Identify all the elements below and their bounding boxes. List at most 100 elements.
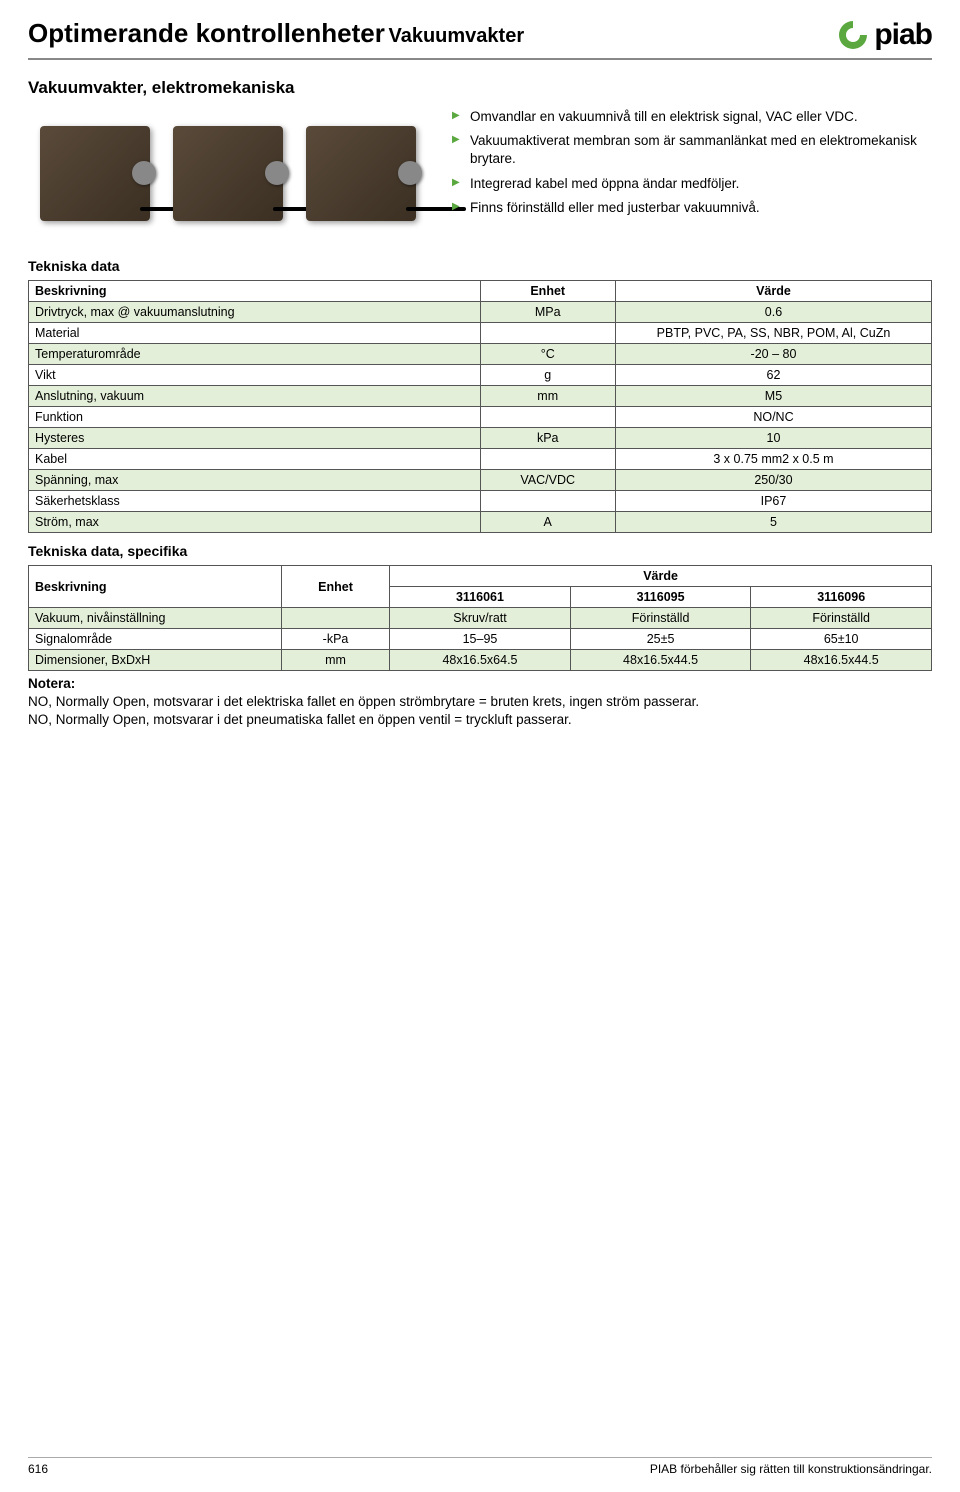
cell-value: PBTP, PVC, PA, SS, NBR, POM, Al, CuZn bbox=[615, 323, 931, 344]
logo-text: piab bbox=[874, 18, 932, 52]
cell-value: 0.6 bbox=[615, 302, 931, 323]
cell-value: 48x16.5x44.5 bbox=[751, 650, 932, 671]
cell-desc: Säkerhetsklass bbox=[29, 491, 481, 512]
col-desc: Beskrivning bbox=[29, 281, 481, 302]
feature-list: Omvandlar en vakuumnivå till en elektris… bbox=[452, 108, 932, 238]
intro-row: Omvandlar en vakuumnivå till en elektris… bbox=[28, 108, 932, 238]
footer-text: PIAB förbehåller sig rätten till konstru… bbox=[650, 1462, 932, 1476]
cell-value: 5 bbox=[615, 512, 931, 533]
cell-value: 65±10 bbox=[751, 629, 932, 650]
page-number: 616 bbox=[28, 1462, 48, 1476]
table-row: HystereskPa10 bbox=[29, 428, 932, 449]
cell-value: 3 x 0.75 mm2 x 0.5 m bbox=[615, 449, 931, 470]
cell-desc: Spänning, max bbox=[29, 470, 481, 491]
cell-unit: -kPa bbox=[281, 629, 389, 650]
cell-value: 250/30 bbox=[615, 470, 931, 491]
note-line: NO, Normally Open, motsvarar i det pneum… bbox=[28, 711, 932, 729]
cell-unit: mm bbox=[480, 386, 615, 407]
cell-unit: kPa bbox=[480, 428, 615, 449]
cell-value: 10 bbox=[615, 428, 931, 449]
cell-value: 48x16.5x64.5 bbox=[390, 650, 571, 671]
col-value: Värde bbox=[615, 281, 931, 302]
cell-unit: A bbox=[480, 512, 615, 533]
feature-item: Vakuumaktiverat membran som är sammanlän… bbox=[452, 132, 932, 168]
product-image bbox=[28, 108, 428, 238]
notes-heading: Notera: bbox=[28, 675, 932, 693]
table-row: Material PBTP, PVC, PA, SS, NBR, POM, Al,… bbox=[29, 323, 932, 344]
cell-desc: Ström, max bbox=[29, 512, 481, 533]
feature-item: Integrerad kabel med öppna ändar medfölj… bbox=[452, 175, 932, 193]
cell-value: 62 bbox=[615, 365, 931, 386]
cell-desc: Funktion bbox=[29, 407, 481, 428]
cell-value: 15–95 bbox=[390, 629, 571, 650]
cell-unit: MPa bbox=[480, 302, 615, 323]
title-main: Optimerande kontrollenheter bbox=[28, 18, 385, 48]
note-line: NO, Normally Open, motsvarar i det elekt… bbox=[28, 693, 932, 711]
cell-value: NO/NC bbox=[615, 407, 931, 428]
table-row: Funktion NO/NC bbox=[29, 407, 932, 428]
cell-unit bbox=[480, 449, 615, 470]
table-row: Anslutning, vakuummmM5 bbox=[29, 386, 932, 407]
table-row: Säkerhetsklass IP67 bbox=[29, 491, 932, 512]
logo-swoosh-icon bbox=[836, 18, 870, 52]
cell-desc: Material bbox=[29, 323, 481, 344]
table-row: Viktg62 bbox=[29, 365, 932, 386]
tech-spec-table: Beskrivning Enhet Värde 3116061311609531… bbox=[28, 565, 932, 671]
cell-unit: °C bbox=[480, 344, 615, 365]
cell-unit bbox=[480, 323, 615, 344]
cell-desc: Anslutning, vakuum bbox=[29, 386, 481, 407]
page-title: Optimerande kontrollenheter Vakuumvakter bbox=[28, 18, 524, 49]
cell-value: IP67 bbox=[615, 491, 931, 512]
table-row: Vakuum, nivåinställningSkruv/rattFörinst… bbox=[29, 608, 932, 629]
device-illustration bbox=[173, 126, 283, 221]
tech-data-table: Beskrivning Enhet Värde Drivtryck, max @… bbox=[28, 280, 932, 533]
cell-desc: Signalområde bbox=[29, 629, 282, 650]
table-row: Dimensioner, BxDxHmm48x16.5x64.548x16.5x… bbox=[29, 650, 932, 671]
page-header: Optimerande kontrollenheter Vakuumvakter… bbox=[28, 18, 932, 60]
device-illustration bbox=[306, 126, 416, 221]
brand-logo: piab bbox=[836, 18, 932, 52]
table-row: Kabel 3 x 0.75 mm2 x 0.5 m bbox=[29, 449, 932, 470]
col-value: Värde bbox=[390, 566, 932, 587]
col-desc: Beskrivning bbox=[29, 566, 282, 608]
cell-value: Skruv/ratt bbox=[390, 608, 571, 629]
cell-value: M5 bbox=[615, 386, 931, 407]
feature-item: Finns förinställd eller med justerbar va… bbox=[452, 199, 932, 217]
table-row: Temperaturområde°C-20 – 80 bbox=[29, 344, 932, 365]
cell-desc: Vikt bbox=[29, 365, 481, 386]
device-illustration bbox=[40, 126, 150, 221]
cell-value: 48x16.5x44.5 bbox=[570, 650, 751, 671]
tech-spec-heading: Tekniska data, specifika bbox=[28, 543, 932, 559]
cell-desc: Drivtryck, max @ vakuumanslutning bbox=[29, 302, 481, 323]
cell-desc: Hysteres bbox=[29, 428, 481, 449]
cell-unit bbox=[281, 608, 389, 629]
cell-unit: g bbox=[480, 365, 615, 386]
cell-unit: VAC/VDC bbox=[480, 470, 615, 491]
col-unit: Enhet bbox=[281, 566, 389, 608]
cell-value: Förinställd bbox=[751, 608, 932, 629]
cell-value: -20 – 80 bbox=[615, 344, 931, 365]
notes-block: Notera: NO, Normally Open, motsvarar i d… bbox=[28, 675, 932, 730]
section-subtitle: Vakuumvakter, elektromekaniska bbox=[28, 78, 932, 98]
table-row: Drivtryck, max @ vakuumanslutningMPa0.6 bbox=[29, 302, 932, 323]
cell-unit: mm bbox=[281, 650, 389, 671]
table-row: Signalområde-kPa15–9525±565±10 bbox=[29, 629, 932, 650]
model-col: 3116095 bbox=[570, 587, 751, 608]
col-unit: Enhet bbox=[480, 281, 615, 302]
cell-desc: Temperaturområde bbox=[29, 344, 481, 365]
cell-value: 25±5 bbox=[570, 629, 751, 650]
table-row: Spänning, maxVAC/VDC250/30 bbox=[29, 470, 932, 491]
cell-desc: Vakuum, nivåinställning bbox=[29, 608, 282, 629]
page-footer: 616 PIAB förbehåller sig rätten till kon… bbox=[28, 1457, 932, 1476]
cell-unit bbox=[480, 407, 615, 428]
cell-desc: Kabel bbox=[29, 449, 481, 470]
feature-item: Omvandlar en vakuumnivå till en elektris… bbox=[452, 108, 932, 126]
model-col: 3116061 bbox=[390, 587, 571, 608]
cell-value: Förinställd bbox=[570, 608, 751, 629]
tech-data-heading: Tekniska data bbox=[28, 258, 932, 274]
title-sub: Vakuumvakter bbox=[388, 25, 524, 47]
cell-unit bbox=[480, 491, 615, 512]
cell-desc: Dimensioner, BxDxH bbox=[29, 650, 282, 671]
table-row: Ström, maxA5 bbox=[29, 512, 932, 533]
model-col: 3116096 bbox=[751, 587, 932, 608]
